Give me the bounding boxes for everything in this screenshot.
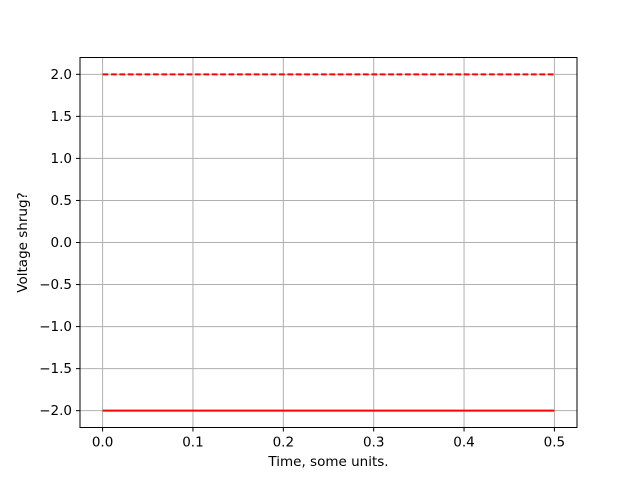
x-tick-label: 0.3 (363, 435, 384, 451)
y-tick-label: −1.5 (39, 361, 72, 377)
y-tick-label: 2.0 (51, 67, 72, 83)
tick-layer (76, 73, 555, 432)
y-tick-label: 1.5 (51, 109, 72, 125)
y-tick-label: 1.0 (51, 151, 72, 167)
y-tick-label: −2.0 (39, 403, 72, 419)
x-tick-label: 0.4 (453, 435, 474, 451)
x-axis-label: Time, some units. (267, 454, 388, 470)
y-tick-label: 0.5 (51, 193, 72, 209)
y-tick-label: −1.0 (39, 319, 72, 335)
tick-label-layer: 0.0 0.1 0.2 0.3 0.4 0.5 −2.0 −1.5 −1.0 −0.5 0.0 0.5… (39, 67, 565, 451)
y-axis-label: Voltage shrug? (15, 192, 31, 292)
x-tick-label: 0.5 (544, 435, 565, 451)
grid-layer (80, 57, 577, 428)
y-tick-label: −0.5 (39, 277, 72, 293)
x-tick-label: 0.2 (273, 435, 294, 451)
axes-border (79, 57, 578, 428)
series-layer (102, 73, 555, 412)
x-tick-label: 0.0 (92, 435, 113, 451)
y-tick-label: 0.0 (51, 235, 72, 251)
x-tick-label: 0.1 (182, 435, 203, 451)
